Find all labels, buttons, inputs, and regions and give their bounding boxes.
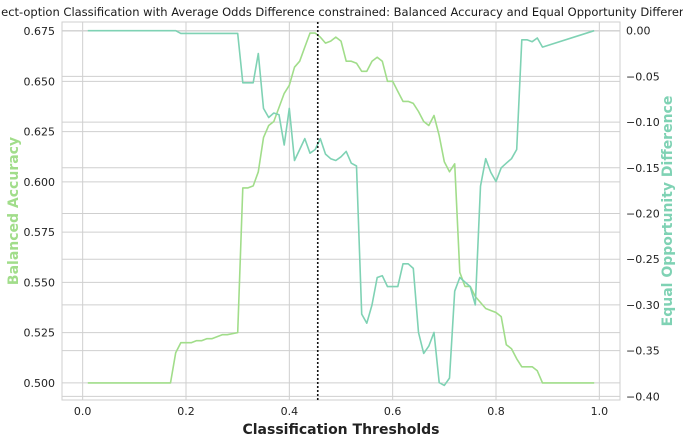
y-right-tick-label: 0.00 bbox=[626, 25, 651, 38]
y-left-tick-label: 0.625 bbox=[24, 126, 56, 139]
y-left-tick-label: 0.600 bbox=[24, 176, 56, 189]
y-left-tick-label: 0.550 bbox=[24, 276, 56, 289]
grid bbox=[62, 22, 620, 400]
y-right-tick-label: −0.40 bbox=[626, 390, 660, 403]
y-right-axis-label: Equal Opportunity Difference bbox=[660, 96, 676, 327]
y-left-tick-label: 0.500 bbox=[24, 377, 56, 390]
y-right-tick-label: −0.10 bbox=[626, 116, 660, 129]
x-tick-label: 0.2 bbox=[177, 405, 195, 418]
y-left-axis-label: Balanced Accuracy bbox=[6, 137, 22, 285]
x-axis-ticks: 0.0 0.2 0.4 0.6 0.8 1.0 bbox=[74, 405, 608, 418]
x-tick-label: 0.4 bbox=[281, 405, 299, 418]
chart-title: Reject-option Classification with Averag… bbox=[0, 5, 683, 19]
y-left-tick-label: 0.675 bbox=[24, 25, 56, 38]
x-tick-label: 0.0 bbox=[74, 405, 92, 418]
equal-opportunity-difference-line bbox=[87, 29, 595, 387]
x-tick-label: 1.0 bbox=[591, 405, 609, 418]
y-right-tick-label: −0.30 bbox=[626, 299, 660, 312]
y-left-tick-label: 0.575 bbox=[24, 226, 56, 239]
y-right-tick-label: −0.05 bbox=[626, 70, 660, 83]
y-right-tick-label: −0.35 bbox=[626, 345, 660, 358]
y-right-tick-label: −0.15 bbox=[626, 162, 660, 175]
x-tick-label: 0.6 bbox=[384, 405, 402, 418]
y-right-axis-ticks: 0.00 −0.05 −0.10 −0.15 −0.20 −0.25 −0.30 −0.35 −… bbox=[626, 25, 660, 404]
y-left-tick-label: 0.650 bbox=[24, 75, 56, 88]
y-right-tick-label: −0.20 bbox=[626, 208, 660, 221]
y-left-axis-ticks: 0.500 0.525 0.550 0.575 0.600 0.625 0.650 0.675 bbox=[24, 25, 56, 390]
x-tick-label: 0.8 bbox=[487, 405, 505, 418]
y-left-tick-label: 0.525 bbox=[24, 327, 56, 340]
plot-frame bbox=[61, 21, 621, 401]
y-right-tick-label: −0.25 bbox=[626, 253, 660, 266]
x-axis-label: Classification Thresholds bbox=[242, 422, 439, 438]
balanced-accuracy-line bbox=[87, 32, 595, 384]
series-layer bbox=[87, 29, 595, 387]
